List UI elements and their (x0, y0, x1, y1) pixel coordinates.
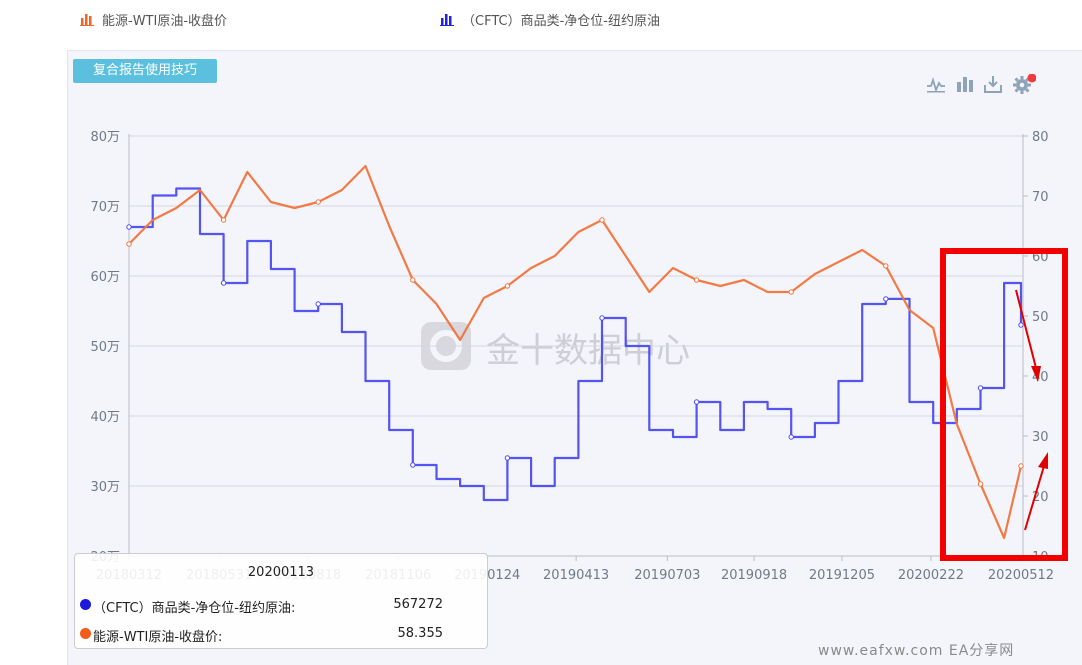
x-tick-label: 20191205 (809, 568, 875, 583)
data-point (315, 199, 321, 205)
tooltip-series-name: （CFTC）商品类-净仓位-纽约原油: (93, 601, 296, 616)
tooltip-row-cftc: （CFTC）商品类-净仓位-纽约原油: 567272 (75, 595, 487, 616)
y-right-tick-label: 50 (1032, 310, 1049, 325)
tooltip-series-value: 567272 (393, 597, 443, 612)
y-left-tick-label: 40万 (90, 410, 120, 425)
data-point (883, 296, 889, 302)
data-point (788, 434, 794, 440)
data-point (977, 385, 984, 391)
annotation-arrowhead (1031, 366, 1041, 382)
gear-icon[interactable] (1012, 73, 1037, 94)
annotation-arrow (1015, 289, 1037, 369)
series-tab-cftc[interactable]: （CFTC）商品类-净仓位-纽约原油 (440, 8, 660, 30)
data-point (220, 217, 227, 223)
series-tab-wti[interactable]: 能源-WTI原油-收盘价 (80, 8, 227, 30)
data-point (410, 462, 416, 468)
annotation-box (940, 248, 1068, 561)
y-left-tick-label: 30万 (90, 480, 120, 495)
data-point (126, 241, 132, 247)
chart-tooltip: 20200113 （CFTC）商品类-净仓位-纽约原油: 567272 能源-W… (74, 553, 488, 649)
data-point (410, 277, 416, 283)
data-point (883, 263, 889, 269)
notification-dot (1027, 73, 1037, 83)
data-point (693, 277, 700, 283)
data-point (126, 224, 132, 230)
tooltip-row-wti: 能源-WTI原油-收盘价: 58.355 (75, 624, 487, 645)
download-icon[interactable] (983, 74, 1003, 94)
x-tick-label: 20200222 (898, 568, 964, 583)
data-point (599, 315, 605, 321)
x-tick-label: 20190413 (543, 568, 609, 583)
site-watermark: www.eafxw.com EA分享网 (818, 643, 1015, 659)
data-point (504, 455, 511, 461)
y-right-tick-label: 30 (1032, 430, 1049, 445)
annotation-arrowhead (1038, 452, 1048, 469)
y-left-tick-label: 60万 (90, 270, 120, 285)
bar-chart-icon[interactable] (955, 74, 975, 94)
tooltip-series-value: 58.355 (397, 626, 444, 641)
series-line (129, 187, 1023, 502)
data-point (977, 481, 984, 487)
tips-button[interactable]: 复合报告使用技巧 (73, 59, 217, 83)
x-tick-label: 20200512 (988, 568, 1054, 583)
data-point (220, 280, 227, 286)
annotation-arrow (1024, 465, 1045, 531)
y-left-tick-label: 70万 (90, 200, 120, 215)
series-tab-label: （CFTC）商品类-净仓位-纽约原油 (462, 13, 660, 29)
y-left-tick-label: 50万 (90, 340, 120, 355)
series-line (128, 164, 1023, 540)
y-right-tick-label: 80 (1032, 130, 1049, 145)
data-point (599, 217, 605, 223)
data-point (693, 399, 700, 405)
data-point (788, 289, 794, 295)
x-tick-label: 20190918 (721, 568, 787, 583)
series-dot (80, 628, 91, 639)
series-tab-bar: 能源-WTI原油-收盘价 （CFTC）商品类-净仓位-纽约原油 (0, 0, 1082, 50)
y-right-tick-label: 70 (1032, 190, 1049, 205)
data-point (1018, 463, 1024, 469)
x-tick-label: 20190703 (634, 568, 700, 583)
bar-chart-icon (440, 12, 454, 26)
watermark-text: 金十数据中心 (486, 331, 690, 371)
bar-chart-icon (80, 12, 94, 26)
data-point (504, 283, 511, 289)
tooltip-series-name: 能源-WTI原油-收盘价: (93, 630, 223, 645)
series-dot (80, 599, 91, 610)
line-chart-icon[interactable] (926, 74, 946, 94)
y-left-tick-label: 80万 (90, 130, 120, 145)
tooltip-date: 20200113 (247, 565, 315, 580)
series-tab-label: 能源-WTI原油-收盘价 (102, 13, 228, 29)
data-point (1018, 322, 1024, 328)
data-point (315, 301, 321, 307)
